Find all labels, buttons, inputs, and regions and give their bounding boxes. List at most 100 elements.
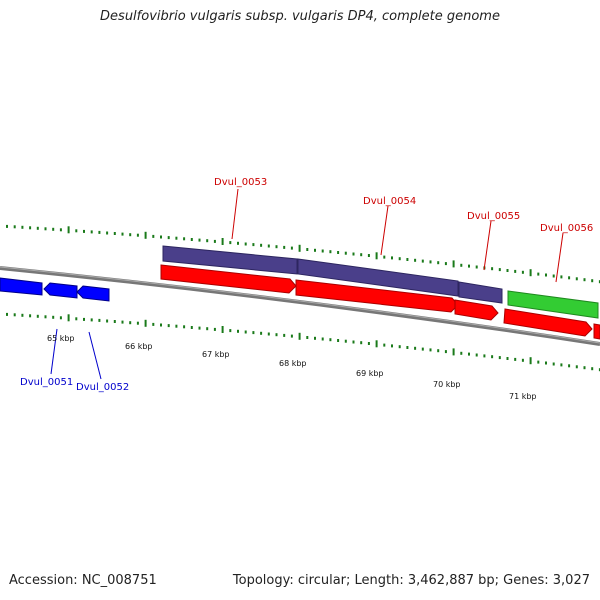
gene-label-0055[interactable]: Dvul_0055 (467, 211, 520, 222)
inner-tick (160, 323, 162, 327)
outer-tick (44, 227, 47, 231)
outer-tick (468, 264, 470, 268)
inner-tick (229, 329, 232, 333)
inner-tick (252, 331, 255, 335)
outer-tick (460, 263, 463, 267)
outer-tick (568, 276, 571, 280)
leader-0053 (231, 188, 239, 240)
inner-tick (452, 348, 455, 356)
inner-tick (552, 362, 555, 366)
outer-tick (183, 237, 186, 241)
cds-reverse-0050[interactable] (0, 277, 43, 296)
inner-tick (221, 326, 224, 333)
outer-tick (514, 269, 517, 273)
scale-label-71: 71 kbp (509, 392, 537, 401)
cds-forward-0056[interactable] (503, 308, 593, 337)
outer-tick (29, 226, 32, 230)
genome-backbone-highlight (0, 266, 600, 344)
inner-tick (491, 355, 494, 359)
feature-purple-0054[interactable] (297, 258, 459, 297)
genome-backbone (0, 266, 600, 346)
outer-tick (21, 225, 24, 229)
inner-tick (152, 322, 155, 326)
inner-tick (13, 313, 16, 317)
inner-tick (321, 337, 324, 341)
outer-tick (198, 238, 201, 242)
scale-label-65: 65 kbp (47, 334, 75, 343)
outer-tick (437, 261, 440, 265)
gene-label-0051[interactable]: Dvul_0051 (20, 377, 73, 388)
inner-tick (290, 334, 293, 338)
outer-tick (244, 242, 247, 246)
cds-forward-0055[interactable] (454, 299, 499, 321)
outer-tick (429, 260, 432, 264)
feature-purple-0055[interactable] (458, 281, 503, 304)
inner-tick (144, 319, 147, 327)
inner-tick (352, 340, 355, 344)
outer-tick (252, 243, 255, 247)
feature-purple-0053[interactable] (162, 245, 298, 275)
gene-label-0056[interactable]: Dvul_0056 (540, 223, 593, 234)
inner-tick (183, 325, 186, 329)
inner-tick (498, 356, 501, 360)
outer-tick (337, 251, 340, 254)
inner-tick (421, 347, 424, 351)
inner-tick (21, 313, 24, 317)
leader-0051 (50, 328, 58, 375)
outer-tick (521, 270, 524, 274)
cds-forward-0057[interactable] (593, 323, 600, 340)
outer-tick (314, 248, 316, 252)
scale-label-69: 69 kbp (356, 369, 384, 378)
outer-tick (267, 244, 270, 248)
inner-tick (575, 365, 578, 369)
gene-label-0052[interactable]: Dvul_0052 (76, 382, 129, 393)
outer-tick (529, 269, 532, 277)
inner-tick-ring (6, 312, 600, 372)
inner-tick (383, 343, 386, 347)
inner-tick (106, 319, 109, 323)
inner-tick (344, 339, 347, 343)
genome-summary: Topology: circular; Length: 3,462,887 bp… (232, 573, 590, 588)
cds-forward-0053[interactable] (160, 264, 297, 294)
inner-tick (167, 324, 170, 328)
feature-green-0056[interactable] (507, 290, 599, 319)
inner-tick (568, 364, 571, 368)
gene-label-0053[interactable]: Dvul_0053 (214, 177, 267, 188)
inner-tick (283, 333, 286, 337)
inner-tick (121, 320, 124, 324)
outer-tick (421, 259, 424, 263)
outer-tick (83, 229, 85, 233)
outer-tick (90, 230, 93, 234)
outer-tick (160, 235, 162, 239)
inner-tick (67, 314, 70, 322)
leader-0056 (555, 232, 564, 283)
leader-0054 (380, 205, 389, 256)
outer-tick (545, 273, 547, 277)
gene-label-0054[interactable]: Dvul_0054 (363, 196, 416, 207)
inner-tick (406, 346, 409, 349)
outer-tick (360, 253, 363, 257)
cds-reverse-0052[interactable] (76, 285, 110, 302)
outer-tick (144, 231, 147, 239)
inner-tick (198, 326, 201, 330)
inner-tick (591, 367, 594, 371)
outer-tick (113, 232, 116, 235)
inner-tick (475, 353, 478, 357)
outer-tick (391, 256, 393, 260)
outer-tick (283, 245, 286, 249)
scale-label-70: 70 kbp (433, 380, 461, 389)
outer-tick (6, 224, 8, 228)
outer-tick (167, 236, 170, 240)
inner-tick (306, 336, 309, 339)
inner-tick (175, 324, 178, 328)
leader-0055 (483, 220, 492, 271)
outer-tick (106, 231, 109, 235)
inner-tick (391, 344, 393, 348)
cds-reverse-0051[interactable] (43, 282, 78, 299)
scale-label-66: 66 kbp (125, 342, 153, 351)
inner-tick (483, 354, 486, 358)
outer-tick (575, 277, 578, 281)
inner-tick (36, 314, 39, 318)
inner-tick (460, 351, 463, 355)
